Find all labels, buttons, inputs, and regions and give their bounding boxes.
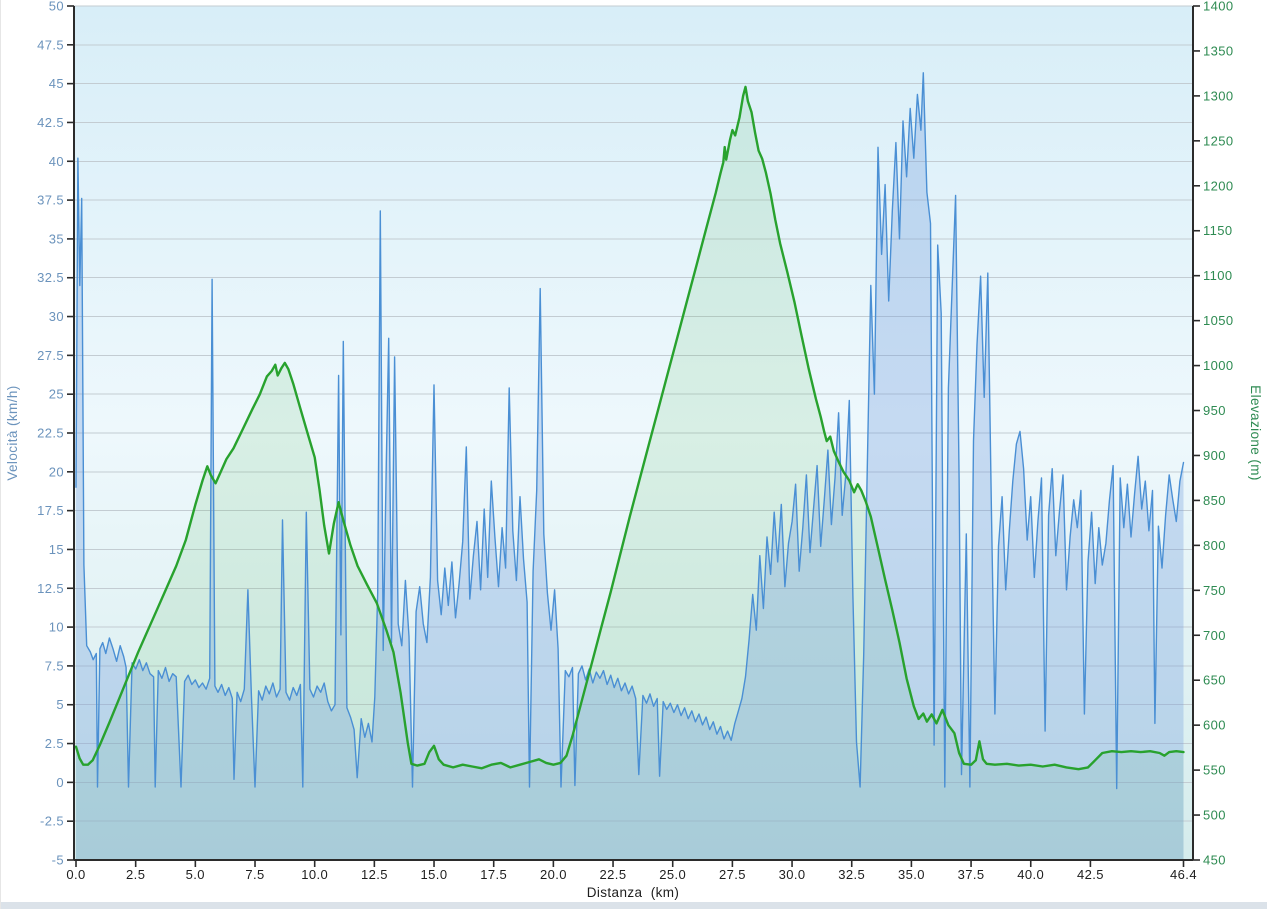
left-tick-label: 45 xyxy=(49,76,64,91)
left-tick-label: 20 xyxy=(49,464,64,479)
x-tick-label: 2.5 xyxy=(126,867,145,882)
tick-marks-layer xyxy=(67,5,1200,867)
left-tick-label: 0 xyxy=(56,775,64,790)
right-tick-label: 1400 xyxy=(1203,0,1234,14)
x-tick-label: 5.0 xyxy=(186,867,205,882)
x-tick-label: 10.0 xyxy=(301,867,328,882)
right-tick-label: 1250 xyxy=(1203,133,1234,148)
x-tick-label: 46.4 xyxy=(1170,867,1197,882)
tick-labels-layer: 5047.54542.54037.53532.53027.52522.52017… xyxy=(37,0,1233,882)
window-left-edge xyxy=(0,0,1,909)
right-tick-label: 900 xyxy=(1203,448,1226,463)
x-tick-label: 0.0 xyxy=(66,867,85,882)
velocity-area xyxy=(76,72,1184,861)
x-tick-label: 22.5 xyxy=(600,867,627,882)
left-tick-label: 25 xyxy=(49,387,64,402)
x-tick-label: 7.5 xyxy=(245,867,264,882)
left-tick-label: -2.5 xyxy=(40,814,64,829)
left-tick-label: 5 xyxy=(56,697,64,712)
right-tick-label: 1350 xyxy=(1203,43,1234,58)
elevation-line xyxy=(74,85,1185,771)
right-axis-title: Elevazione (m) xyxy=(1248,385,1263,481)
right-tick-label: 750 xyxy=(1203,583,1226,598)
left-tick-label: 12.5 xyxy=(37,581,64,596)
right-tick-label: 850 xyxy=(1203,493,1226,508)
left-tick-label: 37.5 xyxy=(37,193,64,208)
elevation-area xyxy=(76,86,1184,860)
right-tick-label: 600 xyxy=(1203,718,1226,733)
x-axis-title: Distanza (km) xyxy=(587,885,680,900)
x-tick-label: 32.5 xyxy=(838,867,865,882)
left-tick-label: 15 xyxy=(49,542,64,557)
x-tick-label: 30.0 xyxy=(779,867,806,882)
right-tick-label: 950 xyxy=(1203,403,1226,418)
x-tick-label: 17.5 xyxy=(480,867,507,882)
series-line-layer xyxy=(74,72,1185,790)
left-tick-label: 17.5 xyxy=(37,503,64,518)
right-tick-label: 450 xyxy=(1203,853,1226,868)
right-tick-label: 1300 xyxy=(1203,88,1234,103)
left-tick-label: -5 xyxy=(52,853,64,868)
left-tick-label: 2.5 xyxy=(45,736,64,751)
right-tick-label: 1150 xyxy=(1203,223,1233,238)
right-tick-label: 700 xyxy=(1203,628,1226,643)
right-tick-label: 650 xyxy=(1203,673,1226,688)
left-tick-label: 50 xyxy=(49,0,64,14)
left-tick-label: 27.5 xyxy=(37,348,64,363)
left-tick-label: 35 xyxy=(49,231,64,246)
left-tick-label: 32.5 xyxy=(37,270,64,285)
x-tick-label: 27.5 xyxy=(719,867,746,882)
x-tick-label: 20.0 xyxy=(540,867,567,882)
window-bottom-strip xyxy=(0,902,1267,909)
x-tick-label: 12.5 xyxy=(361,867,388,882)
x-tick-label: 25.0 xyxy=(659,867,686,882)
x-tick-label: 15.0 xyxy=(421,867,448,882)
left-tick-label: 42.5 xyxy=(37,115,64,130)
left-tick-label: 7.5 xyxy=(45,658,64,673)
left-tick-label: 47.5 xyxy=(37,37,64,52)
left-tick-label: 40 xyxy=(49,154,64,169)
velocity-line xyxy=(75,72,1185,790)
right-tick-label: 550 xyxy=(1203,763,1226,778)
x-tick-label: 37.5 xyxy=(958,867,985,882)
left-tick-label: 22.5 xyxy=(37,426,64,441)
right-tick-label: 1050 xyxy=(1203,313,1234,328)
right-tick-label: 1100 xyxy=(1203,268,1233,283)
left-axis-title: Velocità (km/h) xyxy=(5,385,20,480)
right-tick-label: 500 xyxy=(1203,808,1226,823)
right-tick-label: 1200 xyxy=(1203,178,1234,193)
left-tick-label: 30 xyxy=(49,309,64,324)
x-tick-label: 40.0 xyxy=(1017,867,1044,882)
right-tick-label: 800 xyxy=(1203,538,1226,553)
x-tick-label: 42.5 xyxy=(1077,867,1104,882)
x-tick-label: 35.0 xyxy=(898,867,925,882)
left-tick-label: 10 xyxy=(49,620,64,635)
series-fill-layer xyxy=(76,72,1184,861)
right-tick-label: 1000 xyxy=(1203,358,1234,373)
gridlines-layer xyxy=(74,5,1193,861)
